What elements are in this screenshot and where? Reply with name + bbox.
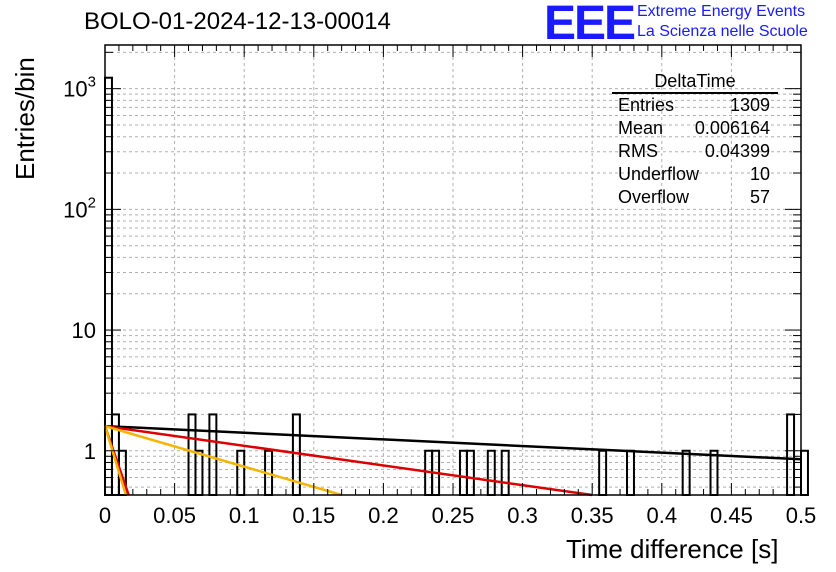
histogram-bar [500,449,510,497]
stats-label: Underflow [618,164,700,184]
logo-line-2: La Scienza nelle Scuole [637,23,808,40]
histogram-bar [709,449,719,497]
stats-row-mean: Mean 0.006164 [612,117,778,140]
x-tick-label: 0.5 [786,503,817,528]
histogram-bar [187,413,197,496]
fit-curve [103,425,128,496]
stats-label: Mean [618,118,664,138]
histogram-bar [208,413,218,496]
y-tick-label: 102 [63,194,96,222]
fit-curve [104,424,593,497]
stats-value: 57 [749,187,770,207]
stats-row-rms: RMS 0.04399 [612,140,778,163]
stats-row-underflow: Underflow 10 [612,163,778,186]
x-tick-label: 0.45 [710,503,753,528]
y-tick-label: 103 [63,74,96,102]
x-tick-label: 0.25 [432,503,475,528]
logo-line-1: Extreme Energy Events [637,3,806,20]
stats-value: 0.04399 [704,141,770,161]
histogram-bar [681,449,691,497]
histogram-bar [786,413,796,496]
stats-row-entries: Entries 1309 [612,94,778,117]
eee-logo: EEE [544,0,636,50]
y-axis-label: Entries/bin [10,57,40,180]
stats-label: RMS [618,141,658,161]
x-tick-label: 0.05 [153,503,196,528]
histogram-bar [486,449,496,497]
y-tick-label: 10 [72,318,96,343]
stats-label: Entries [618,95,675,115]
histogram-bar [626,449,635,497]
histogram-bar [598,449,608,497]
stats-value: 10 [749,164,770,184]
x-tick-label: 0.1 [229,503,260,528]
x-tick-label: 0.4 [647,503,678,528]
stats-value: 0.006164 [694,118,770,138]
stats-value: 1309 [729,95,770,115]
histogram-bar [465,449,475,497]
chart-title: BOLO-01-2024-12-13-00014 [84,8,391,35]
histogram-bar [800,449,809,497]
stats-row-overflow: Overflow 57 [612,186,778,209]
histogram-bar [458,449,468,497]
eee-logo-text: Extreme Energy Events La Scienza nelle S… [637,2,808,42]
histogram-bar [236,449,246,497]
x-tick-label: 0.3 [507,503,538,528]
fit-curve [104,424,802,461]
stats-box-title: DeltaTime [612,70,778,94]
histogram-bar [194,449,204,497]
x-tick-label: 0.15 [292,503,335,528]
x-axis-label: Time difference [s] [566,534,779,564]
x-tick-label: 0 [99,503,111,528]
x-tick-label: 0.2 [368,503,399,528]
stats-box: DeltaTime Entries 1309 Mean 0.006164 RMS 0.… [612,70,778,209]
fit-curve [104,424,342,497]
y-tick-label: 1 [84,439,96,464]
stats-label: Overflow [618,187,690,207]
x-tick-label: 0.35 [571,503,614,528]
